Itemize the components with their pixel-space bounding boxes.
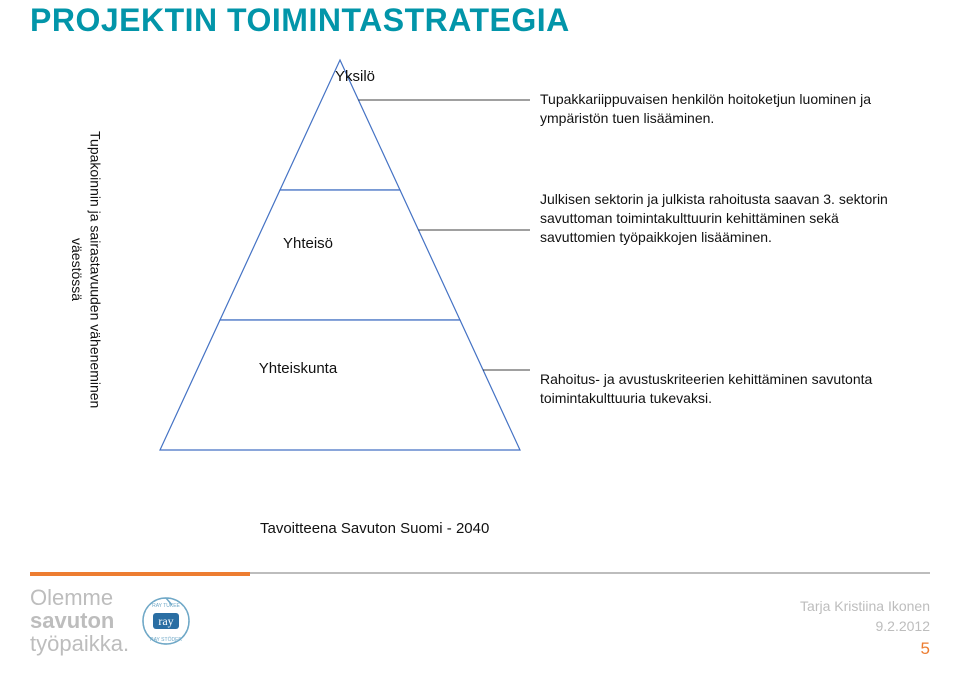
footer-page-number: 5 (800, 637, 930, 662)
pyramid-label-bot: Yhteiskunta (248, 360, 348, 377)
footer-logo-line1: Olemme (30, 585, 113, 610)
ray-badge-text: ray (158, 614, 173, 628)
vertical-caption-line2: väestössä (69, 238, 85, 301)
description-mid: Julkisen sektorin ja julkista rahoitusta… (540, 190, 900, 247)
description-top: Tupakkariippuvaisen henkilön hoitoketjun… (540, 90, 900, 128)
pyramid-label-mid: Yhteisö (258, 235, 358, 252)
pyramid-label-top: Yksilö (305, 68, 405, 85)
goal-caption: Tavoitteena Savuton Suomi - 2040 (260, 520, 489, 537)
pyramid-diagram: Yksilö Yhteisö Yhteiskunta (160, 60, 520, 460)
footer-logo-block: Olemme savuton työpaikka. ray RAY TUKEE … (30, 586, 193, 655)
vertical-caption-line1: Tupakoinnin ja sairastavuuden vähenemine… (87, 131, 103, 408)
vertical-caption: Tupakoinnin ja sairastavuuden vähenemine… (68, 80, 104, 460)
page-title: PROJEKTIN TOIMINTASTRATEGIA (30, 2, 570, 39)
footer-date: 9.2.2012 (800, 616, 930, 636)
footer-divider-accent (30, 572, 250, 576)
footer-logo-line3: työpaikka. (30, 631, 129, 656)
description-bot: Rahoitus- ja avustuskriteerien kehittämi… (540, 370, 900, 408)
ray-badge-top: RAY TUKEE (152, 603, 180, 609)
footer-author: Tarja Kristiina Ikonen (800, 596, 930, 616)
ray-badge-icon: ray RAY TUKEE RAY STÖDER (139, 594, 193, 648)
ray-badge-bot: RAY STÖDER (150, 636, 182, 643)
footer: Olemme savuton työpaikka. ray RAY TUKEE … (30, 572, 930, 662)
pyramid-svg (160, 60, 520, 460)
footer-divider (30, 572, 930, 575)
footer-logo-text: Olemme savuton työpaikka. (30, 586, 129, 655)
footer-meta: Tarja Kristiina Ikonen 9.2.2012 5 (800, 596, 930, 661)
footer-logo-line2: savuton (30, 608, 114, 633)
